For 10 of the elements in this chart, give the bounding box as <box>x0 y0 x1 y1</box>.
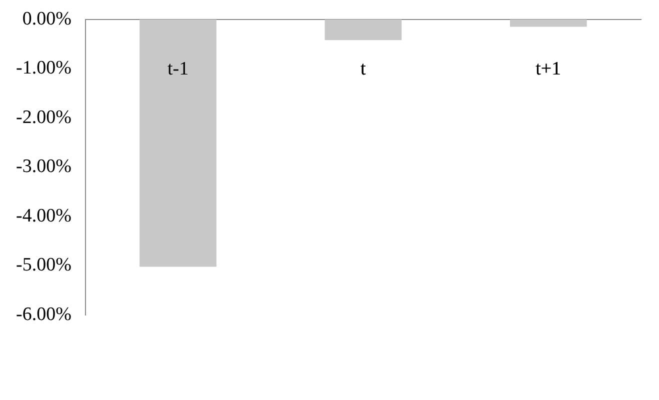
y-tick-label: -3.00% <box>16 156 72 178</box>
y-tick-label: -1.00% <box>16 58 72 79</box>
y-tick-label: -6.00% <box>16 304 72 325</box>
y-tick-label: -4.00% <box>16 205 72 226</box>
x-tick-label: t <box>360 58 367 80</box>
y-tick-label: -5.00% <box>16 254 72 276</box>
y-tick-label: 0.00% <box>22 8 72 30</box>
y-tick-label: -2.00% <box>16 106 72 128</box>
x-tick-label: t+1 <box>536 58 562 80</box>
x-tick-label: t-1 <box>167 58 189 80</box>
